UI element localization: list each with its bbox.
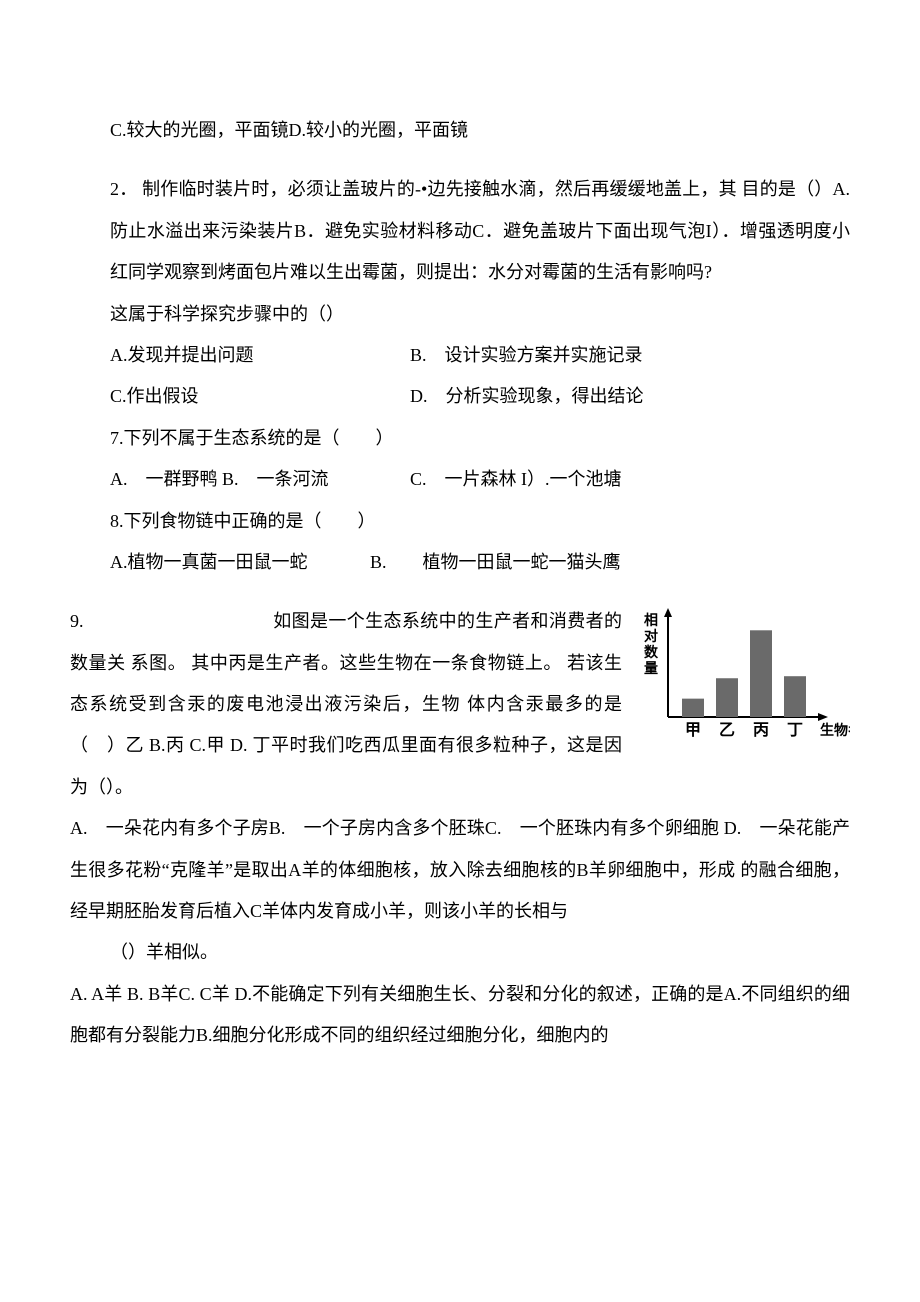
- svg-text:量: 量: [644, 661, 658, 677]
- q2-opt-b: B. 设计实验方案并实施记录: [410, 335, 850, 376]
- q8-opt-b: B. 植物一田鼠一蛇一猫头鹰: [370, 542, 621, 583]
- q8-options: A.植物一真菌一田鼠一蛇 B. 植物一田鼠一蛇一猫头鹰: [110, 542, 850, 583]
- upper-block: C.较大的光圈，平面镜D.较小的光圈，平面镜 2． 制作临时装片时，必须让盖玻片…: [70, 110, 850, 583]
- similar-line: （）羊相似。: [70, 932, 850, 973]
- q9-number: 9.: [70, 611, 84, 631]
- q2-options-row1: A.发现并提出问题 B. 设计实验方案并实施记录: [110, 335, 850, 376]
- svg-text:生物名称: 生物名称: [820, 722, 850, 739]
- svg-text:相: 相: [644, 612, 658, 629]
- svg-text:丁: 丁: [787, 722, 803, 739]
- svg-text:对: 对: [644, 628, 658, 645]
- q8-stem: 8.下列食物链中正确的是（ ）: [110, 501, 850, 542]
- last-line: A. A羊 B. B羊C. C羊 D.不能确定下列有关细胞生长、分裂和分化的叙述…: [70, 974, 850, 1057]
- svg-text:丙: 丙: [753, 721, 769, 739]
- q2-body: 2． 制作临时装片时，必须让盖玻片的-•边先接触水滴，然后再缓缓地盖上，其 目的…: [110, 169, 850, 293]
- q2-opt-d: D. 分析实验现象，得出结论: [410, 376, 850, 417]
- q2-opt-a: A.发现并提出问题: [110, 335, 410, 376]
- q7-opt-ab: A. 一群野鸭 B. 一条河流: [110, 459, 410, 500]
- q2-opt-c: C.作出假设: [110, 376, 410, 417]
- q2-options-row2: C.作出假设 D. 分析实验现象，得出结论: [110, 376, 850, 417]
- q7-opt-cd: C. 一片森林 I）.一个池塘: [410, 459, 622, 500]
- q-flower-clone: A. 一朵花内有多个子房B. 一个子房内含多个胚珠C. 一个胚珠内有多个卵细胞 …: [70, 808, 850, 932]
- q7-stem: 7.下列不属于生态系统的是（ ）: [110, 418, 850, 459]
- q7-options: A. 一群野鸭 B. 一条河流 C. 一片森林 I）.一个池塘: [110, 459, 850, 500]
- option-line-cd: C.较大的光圈，平面镜D.较小的光圈，平面镜: [110, 110, 850, 151]
- svg-text:数: 数: [644, 644, 659, 661]
- document-page: C.较大的光圈，平面镜D.较小的光圈，平面镜 2． 制作临时装片时，必须让盖玻片…: [0, 0, 920, 1117]
- svg-text:甲: 甲: [685, 721, 701, 739]
- q2-sub: 这属于科学探究步骤中的（）: [110, 294, 850, 335]
- bar-chart: 相对数量甲 乙 丙 丁生物名称: [630, 605, 850, 745]
- q8-opt-a: A.植物一真菌一田鼠一蛇: [110, 542, 370, 583]
- svg-text:乙: 乙: [719, 722, 735, 739]
- q9-body: 其中丙是生产者。这些生物在一条食物链上。 若该生态系统受到含汞的废电池浸出液污染…: [70, 653, 622, 797]
- q9-section: 相对数量甲乙丙丁生物名称 9. 如图是一个生态系统中的生产者和消费者的数量关 系…: [70, 601, 850, 808]
